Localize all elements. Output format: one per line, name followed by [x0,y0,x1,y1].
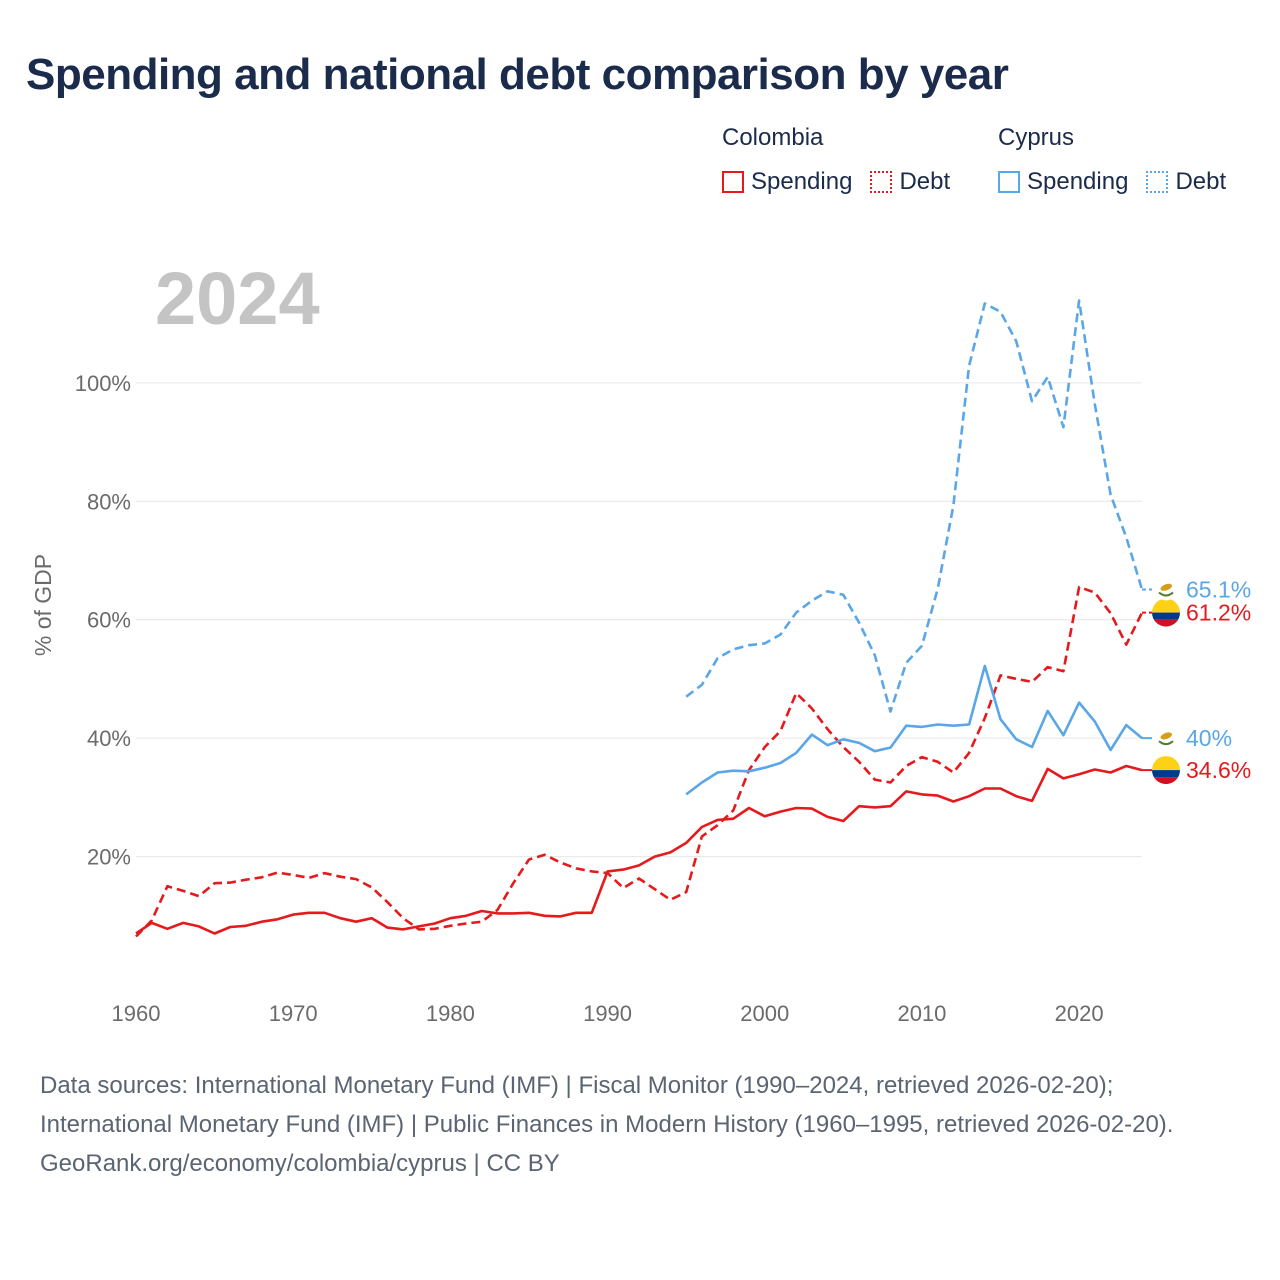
legend-country-label: Cyprus [998,124,1075,151]
cyprus-flag-icon [1155,578,1177,601]
y-axis-ticks: 20% 40% 60% 80% 100% [75,371,131,870]
colombia-debt-end-label: 61.2% [1186,600,1251,626]
legend-item-colombia-debt[interactable]: Debt [870,168,950,196]
legend-item-cyprus-debt[interactable]: Debt [1146,168,1226,196]
colombia-flag-icon [1152,598,1180,627]
x-tick-label: 1980 [426,1001,475,1026]
legend-item-label: Debt [899,168,951,195]
cyprus-debt-end-label: 65.1% [1186,576,1251,602]
colombia-flag-icon [1152,756,1180,785]
legend-group-cyprus: Cyprus Spending Debt [998,124,1244,196]
y-tick-label: 40% [87,726,131,751]
solid-line-swatch-icon [722,171,744,193]
cyprus-debt-line[interactable] [685,299,1144,713]
legend-item-colombia-spending[interactable]: Spending [722,168,852,196]
dotted-line-swatch-icon [870,171,893,193]
end-labels: 34.6% 61.2% 40% 65.1% [1142,576,1251,785]
cyprus-spending-end-label: 40% [1186,725,1232,751]
year-watermark: 2024 [155,257,320,340]
x-tick-label: 2010 [897,1001,946,1026]
credit-link[interactable]: GeoRank.org/economy/colombia/cyprus | CC… [40,1150,560,1177]
solid-line-swatch-icon [998,171,1020,193]
y-tick-label: 60% [87,608,131,633]
gridlines [136,382,1142,858]
footer: Data sources: International Monetary Fun… [40,1066,1240,1183]
dotted-line-swatch-icon [1146,171,1169,193]
x-tick-label: 1990 [583,1001,632,1026]
data-sources: Data sources: International Monetary Fun… [40,1072,1174,1138]
x-tick-label: 1960 [112,1001,161,1026]
x-axis-ticks: 1960 1970 1980 1990 2000 2010 2020 [112,1001,1104,1026]
y-axis-label: % of GDP [30,554,56,656]
legend-item-label: Debt [1175,168,1227,195]
legend-item-label: Spending [751,168,853,195]
x-tick-label: 2020 [1055,1001,1104,1026]
y-tick-label: 100% [75,371,131,396]
chart-title: Spending and national debt comparison by… [26,50,1009,99]
x-tick-label: 2000 [740,1001,789,1026]
x-tick-label: 1970 [269,1001,318,1026]
legend-item-cyprus-spending[interactable]: Spending [998,168,1128,196]
series-lines [135,299,1144,938]
y-tick-label: 80% [87,489,131,514]
legend-country-label: Colombia [722,124,824,151]
y-tick-label: 20% [87,845,131,870]
colombia-spending-end-label: 34.6% [1186,757,1251,783]
cyprus-spending-line[interactable] [685,664,1143,796]
cyprus-flag-icon [1155,727,1177,750]
legend-group-colombia: Colombia Spending Debt [722,124,968,196]
legend-item-label: Spending [1027,168,1129,195]
colombia-spending-line[interactable] [135,764,1143,935]
colombia-debt-line[interactable] [135,585,1144,938]
line-chart: 2024 20% 40% 60% 80% 100% 1960 1970 1980 1990 20… [30,257,1251,1026]
